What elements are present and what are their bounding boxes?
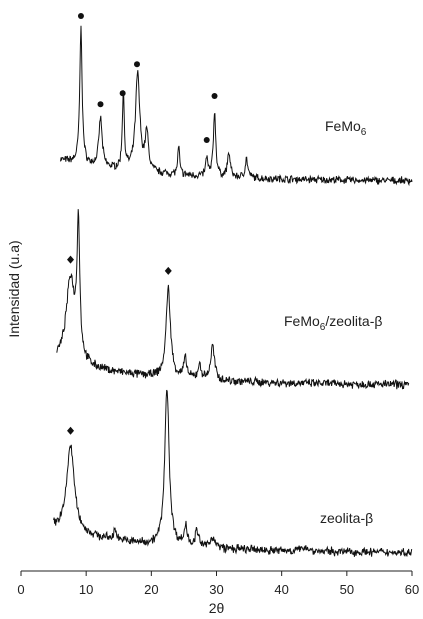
peak-marker-diamond [67,426,75,435]
peak-marker-circle [119,90,126,97]
x-axis-title: 2θ [209,600,225,616]
x-tick-label: 10 [79,582,93,597]
peak-marker-circle [203,137,210,144]
trace-line-3 [53,389,413,558]
markers-group [67,13,218,435]
traces-group [53,25,413,558]
x-axis: 0 10 20 30 40 50 60 [17,570,419,597]
peak-marker-circle [97,101,104,108]
x-tick-label: 0 [17,582,24,597]
x-tick-label: 50 [340,582,354,597]
y-axis-title: Intensidad (u.a) [6,240,22,337]
series-label-2: FeMo6/zeolita-β [284,313,382,333]
peak-marker-circle [211,92,218,99]
series-labels-group: FeMo6 FeMo6/zeolita-β zeolita-β [284,118,382,526]
x-tick-label: 20 [144,582,158,597]
peak-marker-diamond [164,266,172,275]
peak-marker-diamond [67,255,75,264]
x-tick-label: 60 [405,582,419,597]
trace-line-2 [56,209,410,390]
series-label-3: zeolita-β [320,510,373,526]
peak-marker-circle [133,61,140,68]
x-tick-label: 30 [209,582,223,597]
trace-line-1 [59,25,413,187]
x-tick-label: 40 [274,582,288,597]
series-label-1: FeMo6 [325,118,367,138]
peak-marker-circle [77,13,84,19]
